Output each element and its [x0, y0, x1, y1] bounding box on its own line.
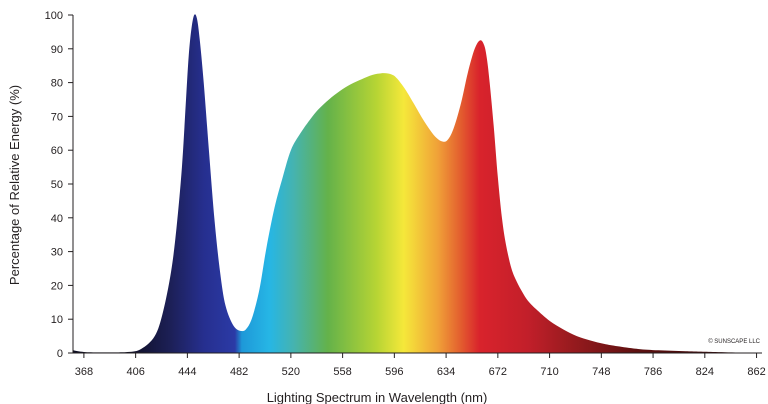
y-tick-label: 80	[51, 78, 63, 90]
x-axis-title: Lighting Spectrum in Wavelength (nm)	[267, 390, 488, 404]
credit-annotation: © SUNSCAPE LLC	[708, 338, 760, 345]
x-tick-label: 368	[75, 366, 93, 378]
x-tick-label: 786	[644, 366, 662, 378]
plot-area	[73, 14, 762, 353]
x-tick-label: 558	[333, 366, 351, 378]
y-tick-label: 70	[51, 111, 63, 123]
y-tick-label: 30	[51, 247, 63, 259]
x-tick-label: 444	[178, 366, 196, 378]
y-tick-label: 90	[51, 44, 63, 56]
x-tick-label: 596	[385, 366, 403, 378]
y-tick-label: 10	[51, 314, 63, 326]
y-tick-label: 60	[51, 145, 63, 157]
y-ticks: 0 10 20 30 40 50 60 70 80 90 100	[45, 10, 73, 360]
spectrum-area	[73, 14, 762, 353]
x-tick-label: 482	[230, 366, 248, 378]
x-tick-label: 672	[489, 366, 507, 378]
x-tick-label: 520	[282, 366, 300, 378]
y-axis-title: Percentage of Relative Energy (%)	[7, 85, 22, 285]
x-tick-label: 862	[747, 366, 765, 378]
x-tick-label: 634	[437, 366, 455, 378]
y-tick-label: 40	[51, 213, 63, 225]
x-tick-label: 824	[696, 366, 714, 378]
y-tick-label: 0	[57, 348, 63, 360]
y-tick-label: 50	[51, 179, 63, 191]
y-tick-label: 20	[51, 280, 63, 292]
x-tick-label: 406	[126, 366, 144, 378]
y-tick-label: 100	[45, 10, 63, 22]
x-ticks: 368 406 444 482 520 558 596 634 672 710 748 786 824 8…	[75, 353, 766, 378]
x-tick-label: 748	[592, 366, 610, 378]
x-tick-label: 710	[540, 366, 558, 378]
